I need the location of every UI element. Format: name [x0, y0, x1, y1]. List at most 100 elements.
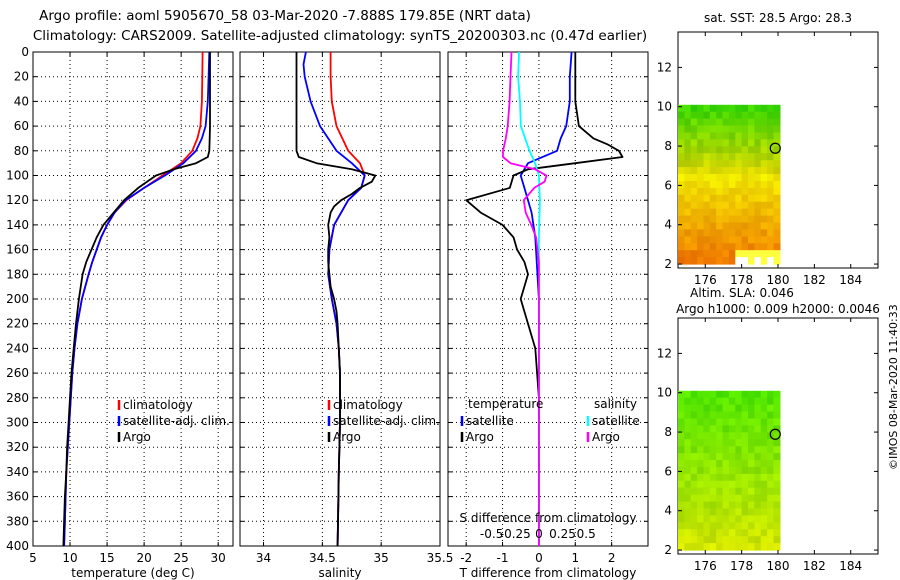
heatmap-cell — [760, 404, 768, 413]
heatmap-cell — [748, 404, 755, 413]
heatmap-cell — [697, 529, 705, 537]
heatmap-cell — [722, 508, 730, 516]
heatmap-cell — [735, 153, 743, 161]
heatmap-cell — [697, 404, 705, 413]
heatmap-cell — [741, 153, 749, 161]
heatmap-cell — [690, 446, 698, 454]
heatmap-cell — [716, 453, 724, 461]
heatmap-cell — [773, 132, 781, 140]
heatmap-cell — [728, 125, 736, 133]
heatmap-cell — [748, 425, 755, 433]
heatmap-cell — [703, 139, 711, 147]
heatmap-cell — [697, 132, 705, 140]
heatmap-cell — [760, 480, 768, 489]
heatmap-cell — [690, 529, 698, 537]
heatmap-cell — [690, 480, 698, 489]
heatmap-cell — [760, 118, 768, 127]
heatmap-cell — [748, 208, 755, 217]
y-tick-label: 120 — [6, 193, 29, 207]
heatmap-cell — [748, 125, 755, 133]
heatmap-cell — [754, 439, 762, 447]
heatmap-cell — [703, 453, 711, 461]
heatmap-cell — [754, 522, 762, 530]
heatmap-cell — [741, 236, 749, 244]
heatmap-cell — [678, 439, 685, 447]
heatmap-cell — [684, 439, 692, 447]
heatmap-cell — [741, 257, 749, 265]
heatmap-cell — [684, 390, 692, 399]
heatmap-cell — [754, 543, 762, 551]
heatmap-cell — [697, 111, 705, 120]
heatmap-cell — [703, 432, 711, 440]
heatmap-cell — [697, 222, 705, 230]
heatmap-cell — [722, 250, 730, 258]
heatmap-cell — [767, 194, 775, 203]
heatmap-cell — [741, 529, 749, 537]
heatmap-cell — [678, 446, 685, 454]
heatmap-cell — [697, 243, 705, 251]
y-tick-label: 400 — [6, 539, 29, 553]
heatmap-cell — [735, 439, 743, 447]
heatmap-cell — [709, 132, 717, 140]
heatmap-cell — [722, 187, 730, 196]
heatmap-cell — [716, 132, 724, 140]
heatmap-cell — [722, 257, 730, 265]
argo-location-marker — [769, 428, 781, 440]
heatmap-cell — [697, 425, 705, 433]
heatmap-cell — [748, 118, 755, 127]
heatmap-cell — [690, 257, 698, 265]
heatmap-cell — [690, 515, 698, 523]
heatmap-cell — [760, 460, 768, 468]
x-tick-label: 182 — [803, 559, 826, 573]
heatmap-cell — [709, 432, 717, 440]
heatmap-cell — [760, 494, 768, 503]
heatmap-cell — [716, 418, 724, 426]
heatmap-cell — [767, 418, 775, 426]
heatmap-cell — [773, 222, 781, 230]
heatmap-cell — [735, 125, 743, 133]
y-tick-label: 220 — [6, 317, 29, 331]
heatmap-cell — [728, 222, 736, 230]
heatmap-cell — [703, 167, 711, 175]
heatmap-cell — [716, 536, 724, 544]
heatmap-cell — [690, 174, 698, 182]
heatmap-cell — [716, 146, 724, 154]
x-tick-label: 1 — [571, 551, 579, 565]
heatmap-cell — [697, 104, 705, 113]
heatmap-cell — [767, 397, 775, 406]
x-tick-label: -1 — [497, 551, 509, 565]
heatmap-cell — [728, 390, 736, 399]
heatmap-cell — [703, 160, 711, 168]
heatmap-cell — [722, 390, 730, 399]
heatmap-cell — [703, 515, 711, 523]
heatmap-cell — [741, 208, 749, 217]
heatmap-cell — [748, 494, 755, 503]
heatmap-cell — [697, 522, 705, 530]
heatmap-cell — [760, 222, 768, 230]
heatmap-cell — [709, 404, 717, 413]
heatmap-cell — [754, 536, 762, 544]
heatmap-cell — [684, 404, 692, 413]
heatmap-cell — [760, 515, 768, 523]
heatmap-cell — [690, 132, 698, 140]
heatmap-cell — [728, 397, 736, 406]
y-tick-label: 6 — [664, 178, 672, 192]
heatmap-cell — [741, 201, 749, 210]
heatmap-cell — [773, 515, 781, 523]
heatmap-cell — [703, 174, 711, 182]
heatmap-cell — [722, 201, 730, 210]
heatmap-cell — [716, 522, 724, 530]
heatmap-cell — [684, 118, 692, 127]
heatmap-cell — [684, 104, 692, 113]
heatmap-cell — [754, 425, 762, 433]
heatmap-cell — [735, 139, 743, 147]
legend-label: satellite — [466, 414, 514, 428]
heatmap-cell — [735, 222, 743, 230]
heatmap-cell — [735, 529, 743, 537]
heatmap-cell — [684, 432, 692, 440]
heatmap-cell — [748, 111, 755, 120]
legend-label: satellite — [592, 414, 640, 428]
heatmap-cell — [741, 501, 749, 510]
legend-label: Argo — [466, 430, 494, 444]
heatmap-cell — [741, 446, 749, 454]
